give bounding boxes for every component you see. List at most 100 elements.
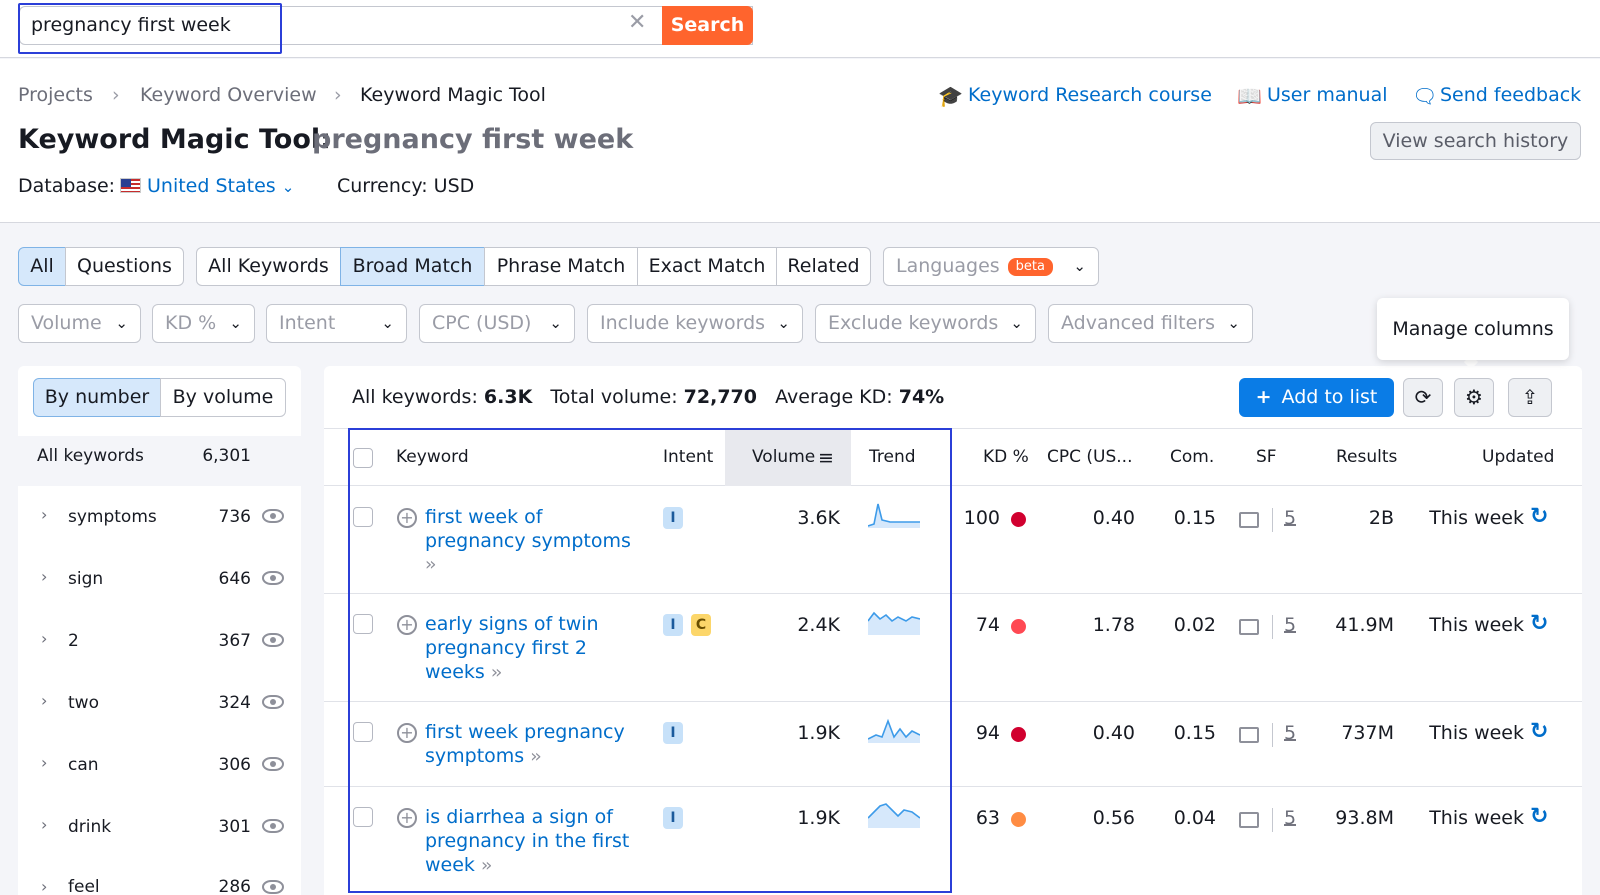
tab-all-keywords[interactable]: All Keywords xyxy=(196,247,341,286)
breadcrumb-keyword-overview[interactable]: Keyword Overview xyxy=(140,84,317,106)
tab-related[interactable]: Related xyxy=(776,247,871,286)
column-keyword[interactable]: Keyword xyxy=(396,447,469,467)
by-number-toggle[interactable]: By number xyxy=(33,378,161,417)
sf-count[interactable]: 5 xyxy=(1284,507,1297,529)
database-select[interactable]: United States ⌄ xyxy=(147,175,295,197)
cpc-filter[interactable]: CPC (USD) ⌄ xyxy=(419,304,575,343)
book-icon[interactable]: 📖 xyxy=(1237,84,1262,108)
intent-filter[interactable]: Intent ⌄ xyxy=(266,304,407,343)
keyword-link[interactable]: first week pregnancy symptoms ›› xyxy=(425,721,625,767)
exclude-keywords-filter[interactable]: Exclude keywords ⌄ xyxy=(815,304,1036,343)
refresh-icon[interactable]: ↻ xyxy=(1530,504,1549,529)
sf-count[interactable]: 5 xyxy=(1284,807,1297,829)
search-button[interactable]: Search xyxy=(662,6,753,45)
plus-circle-icon[interactable]: + xyxy=(397,508,417,528)
chevron-right-icon[interactable]: › xyxy=(41,753,48,772)
export-icon[interactable]: ⇪ xyxy=(1508,378,1552,417)
double-chevron-right-icon: ›› xyxy=(530,746,542,767)
advanced-filters[interactable]: Advanced filters ⌄ xyxy=(1048,304,1253,343)
group-count: 306 xyxy=(218,755,251,775)
com-cell: 0.04 xyxy=(1173,807,1216,829)
chevron-right-icon[interactable]: › xyxy=(41,567,48,586)
eye-icon[interactable] xyxy=(262,571,284,585)
column-com[interactable]: Com. xyxy=(1170,447,1215,467)
eye-icon[interactable] xyxy=(262,757,284,771)
keyword-research-course-link[interactable]: Keyword Research course xyxy=(968,84,1212,106)
tab-all[interactable]: All xyxy=(18,247,66,286)
row-checkbox[interactable] xyxy=(353,614,373,634)
search-query[interactable]: pregnancy first week xyxy=(31,14,231,36)
breadcrumb-projects[interactable]: Projects xyxy=(18,84,93,106)
updated-cell: This week xyxy=(1429,722,1524,744)
column-volume[interactable]: Volume xyxy=(752,447,816,467)
kd-dot xyxy=(1011,619,1026,634)
chevron-right-icon[interactable]: › xyxy=(41,505,48,524)
plus-circle-icon[interactable]: + xyxy=(397,615,417,635)
keyword-link[interactable]: first week of pregnancy symptoms ›› xyxy=(425,505,645,577)
chevron-right-icon[interactable]: › xyxy=(41,877,48,895)
all-keywords-row[interactable] xyxy=(18,436,301,486)
sort-icon[interactable]: ≡ xyxy=(818,447,834,469)
group-label: two xyxy=(68,693,99,713)
chevron-down-icon: ⌄ xyxy=(1010,314,1023,332)
column-results[interactable]: Results xyxy=(1336,447,1398,467)
eye-icon[interactable] xyxy=(262,633,284,647)
row-checkbox[interactable] xyxy=(353,807,373,827)
search-input[interactable] xyxy=(19,6,753,45)
refresh-icon[interactable]: ↻ xyxy=(1530,804,1549,829)
serp-features-icon xyxy=(1239,727,1259,743)
column-cpc[interactable]: CPC (US... xyxy=(1047,447,1133,467)
table-header xyxy=(324,428,1582,486)
volume-filter[interactable]: Volume ⌄ xyxy=(18,304,141,343)
close-icon[interactable]: ✕ xyxy=(628,10,647,35)
divider xyxy=(1272,723,1273,747)
updated-cell: This week xyxy=(1429,614,1524,636)
refresh-icon[interactable]: ↻ xyxy=(1530,611,1549,636)
column-kd[interactable]: KD % xyxy=(983,447,1029,467)
kd-cell: 63 xyxy=(975,807,1000,829)
chevron-right-icon[interactable]: › xyxy=(41,629,48,648)
keyword-link[interactable]: is diarrhea a sign of pregnancy in the fi… xyxy=(425,806,630,876)
view-search-history-button[interactable]: View search history xyxy=(1370,122,1581,160)
sf-count[interactable]: 5 xyxy=(1284,614,1297,636)
group-count: 646 xyxy=(218,569,251,589)
tab-broad-match[interactable]: Broad Match xyxy=(340,247,485,286)
by-volume-toggle[interactable]: By volume xyxy=(160,378,286,417)
sf-count[interactable]: 5 xyxy=(1284,722,1297,744)
eye-icon[interactable] xyxy=(262,880,284,894)
add-to-list-button[interactable]: + Add to list xyxy=(1239,378,1394,417)
plus-circle-icon[interactable]: + xyxy=(397,723,417,743)
all-keywords-count: 6,301 xyxy=(202,446,251,466)
graduation-cap-icon[interactable]: 🎓 xyxy=(938,84,963,108)
plus-circle-icon[interactable]: + xyxy=(397,808,417,828)
include-keywords-filter[interactable]: Include keywords ⌄ xyxy=(587,304,803,343)
refresh-button[interactable]: ⟳ xyxy=(1403,378,1443,417)
tab-phrase-match[interactable]: Phrase Match xyxy=(484,247,638,286)
manage-columns-tooltip: Manage columns xyxy=(1377,298,1569,360)
column-updated[interactable]: Updated xyxy=(1482,447,1555,467)
tab-questions[interactable]: Questions xyxy=(65,247,184,286)
languages-dropdown[interactable]: Languages beta ⌄ xyxy=(883,247,1099,286)
user-manual-link[interactable]: User manual xyxy=(1267,84,1388,106)
eye-icon[interactable] xyxy=(262,695,284,709)
group-count: 324 xyxy=(218,693,251,713)
select-all-checkbox[interactable] xyxy=(353,448,373,468)
column-intent[interactable]: Intent xyxy=(663,447,714,467)
keyword-link[interactable]: early signs of twin pregnancy first 2 week… xyxy=(425,613,599,683)
chat-bubble-icon[interactable]: 🗨 xyxy=(1412,84,1438,108)
row-checkbox[interactable] xyxy=(353,507,373,527)
chevron-right-icon[interactable]: › xyxy=(41,691,48,710)
tab-exact-match[interactable]: Exact Match xyxy=(637,247,777,286)
gear-icon[interactable]: ⚙ xyxy=(1454,378,1494,417)
chevron-right-icon[interactable]: › xyxy=(41,815,48,834)
column-trend[interactable]: Trend xyxy=(869,447,916,467)
kd-filter[interactable]: KD % ⌄ xyxy=(152,304,255,343)
volume-cell: 2.4K xyxy=(797,614,840,636)
chevron-down-icon: ⌄ xyxy=(381,314,394,332)
send-feedback-link[interactable]: Send feedback xyxy=(1440,84,1582,106)
row-checkbox[interactable] xyxy=(353,722,373,742)
eye-icon[interactable] xyxy=(262,509,284,523)
eye-icon[interactable] xyxy=(262,819,284,833)
column-sf[interactable]: SF xyxy=(1256,447,1277,467)
refresh-icon[interactable]: ↻ xyxy=(1530,719,1549,744)
